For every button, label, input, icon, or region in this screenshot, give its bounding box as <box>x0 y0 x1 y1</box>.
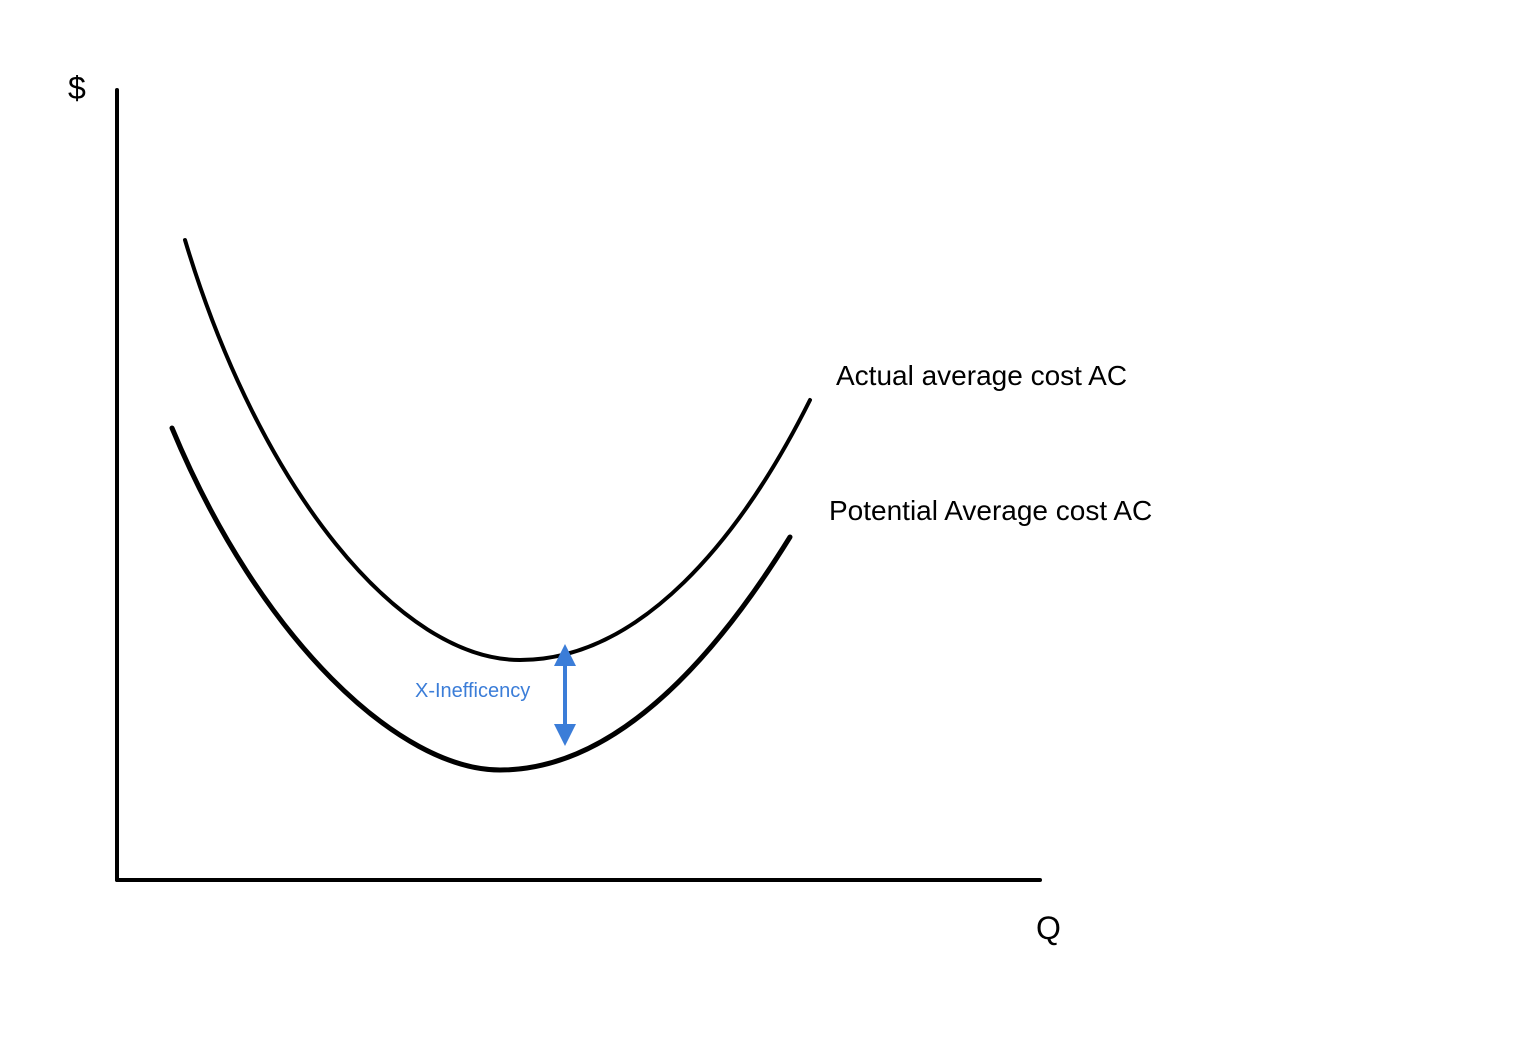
x-axis-label: Q <box>1036 910 1061 947</box>
potential-ac-curve <box>172 428 790 770</box>
y-axis-label: $ <box>68 70 86 107</box>
x-inefficiency-chart: $ Q Actual average cost AC Potential Ave… <box>0 0 1528 1044</box>
x-inefficiency-label: X-Inefficency <box>415 680 530 703</box>
actual-ac-curve <box>185 240 810 660</box>
actual-ac-label: Actual average cost AC <box>836 360 1127 392</box>
potential-ac-label: Potential Average cost AC <box>829 495 1152 527</box>
x-inefficiency-arrow <box>554 644 576 746</box>
chart-svg <box>0 0 1528 1044</box>
